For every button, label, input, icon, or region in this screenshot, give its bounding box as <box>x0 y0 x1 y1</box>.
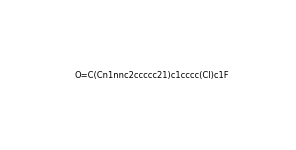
Text: O=C(Cn1nnc2ccccc21)c1cccc(Cl)c1F: O=C(Cn1nnc2ccccc21)c1cccc(Cl)c1F <box>74 71 229 80</box>
